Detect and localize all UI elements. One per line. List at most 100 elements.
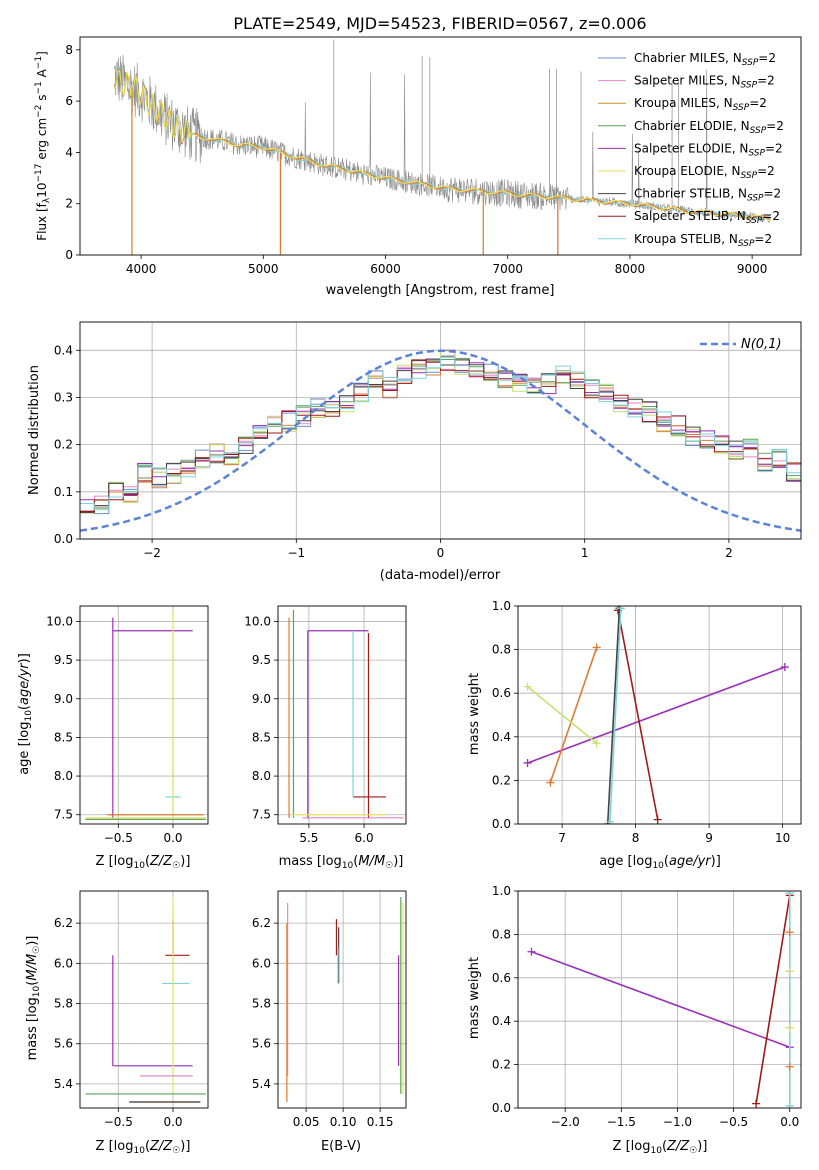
plus-marker — [785, 1062, 794, 1071]
plus-marker — [616, 606, 625, 613]
histogram-step-line — [80, 356, 801, 511]
y-tick-label: 0.1 — [54, 485, 73, 499]
massweight-vs-age-panel: 7 8 9 10 0.0 0.2 0.4 0.6 0.8 1.0 — [492, 599, 802, 845]
plus-marker — [523, 758, 532, 767]
legend-subscript: SSP — [748, 148, 765, 158]
mass-weight-line — [609, 608, 622, 822]
axes-frame: 4000 5000 6000 7000 8000 9000 0 2 4 6 8 — [65, 36, 802, 276]
y-tick-label: 6.0 — [54, 956, 73, 970]
x-tick-label: 4000 — [126, 262, 157, 276]
legend-series-name: Salpeter STELIB, N — [634, 209, 746, 223]
histogram-step-line — [80, 356, 801, 514]
y-tick-label: 10.0 — [46, 614, 73, 628]
mass-weight-line — [527, 666, 786, 764]
spectrum-ylabel: Flux [fλ10−17 erg cm−2 s−1 A−1] — [34, 51, 52, 241]
legend-label: Chabrier ELODIE, NSSP=2 — [634, 119, 784, 136]
y-tick-label: 0.0 — [492, 817, 511, 831]
y-tick-label: 5.8 — [54, 997, 73, 1011]
y-tick-label: 6.0 — [252, 956, 271, 970]
legend-series-name: Kroupa STELIB, N — [634, 232, 738, 246]
plot-marks — [113, 39, 771, 255]
y-tick-label: 0.6 — [492, 971, 511, 985]
mass-weight-line — [549, 647, 598, 783]
y-tick-label: 8.0 — [54, 769, 73, 783]
legend-label: Kroupa ELODIE, NSSP=2 — [634, 164, 775, 181]
legend-suffix: =2 — [757, 164, 775, 178]
y-tick-label: 0.4 — [54, 343, 73, 357]
grid — [278, 606, 406, 824]
plot-marks — [85, 897, 206, 1103]
axes-border — [79, 605, 209, 825]
data-spectrum-line — [113, 54, 771, 224]
plot-marks — [286, 897, 404, 1102]
legend-suffix: =2 — [764, 187, 782, 201]
y-tick-label: 8 — [65, 43, 73, 57]
histogram-step-line — [80, 355, 801, 515]
y-tick-label: 0.2 — [492, 1058, 511, 1072]
y-tick-label: 0.0 — [54, 532, 73, 546]
massweight-vs-Z-xlabel: Z [log10(Z/Z☉)] — [613, 1139, 708, 1156]
y-tick-label: 0.2 — [54, 438, 73, 452]
x-tick-label: 10 — [775, 831, 790, 845]
y-tick-label: 0.2 — [492, 773, 511, 787]
mass-vs-EBV-panel: 0.05 0.10 0.15 5.4 5.6 5.8 6.0 6.2 — [252, 890, 407, 1129]
massweight-vs-age-xlabel: age [log10(age/yr)] — [599, 854, 721, 871]
legend-label: Salpeter ELODIE, NSSP=2 — [634, 141, 783, 158]
x-tick-label: 5.5 — [299, 831, 318, 845]
plus-marker — [527, 947, 536, 956]
residual-plot-area: −2 −1 0 1 2 0.0 0.1 0.2 0.3 0.4 — [54, 321, 802, 560]
axes-border — [79, 321, 802, 540]
y-tick-label: 1.0 — [492, 884, 511, 898]
plus-marker — [653, 815, 662, 824]
y-tick-label: 0.4 — [492, 1014, 511, 1028]
axes-border — [517, 605, 802, 825]
plus-marker — [785, 928, 794, 937]
mass-vs-Z-panel: −0.5 0.0 5.4 5.6 5.8 6.0 6.2 — [54, 890, 209, 1129]
spectrum-title: PLATE=2549, MJD=54523, FIBERID=0567, z=0… — [233, 14, 646, 33]
y-tick-label: 0 — [65, 248, 73, 262]
residual-legend: N(0,1) — [700, 337, 782, 352]
spectrum-panel: PLATE=2549, MJD=54523, FIBERID=0567, z=0… — [34, 14, 802, 298]
y-tick-label: 1.0 — [492, 599, 511, 613]
y-tick-label: 6.2 — [54, 916, 73, 930]
legend-subscript: SSP — [733, 103, 750, 113]
legend-subscript: SSP — [750, 126, 767, 136]
x-tick-label: −1.5 — [607, 1115, 636, 1129]
x-tick-label: 9000 — [737, 262, 768, 276]
y-tick-label: 9.5 — [54, 653, 73, 667]
plus-marker — [785, 891, 794, 898]
legend-subscript: SSP — [746, 216, 763, 226]
model-spectrum-line — [113, 69, 771, 222]
normal-distribution-curve — [80, 349, 801, 532]
x-tick-label: −0.5 — [104, 831, 133, 845]
age-vs-mass-xlabel: mass [log10(M/M☉)] — [279, 854, 404, 871]
plus-marker — [785, 1023, 794, 1032]
plus-marker — [523, 682, 532, 691]
y-tick-label: 5.6 — [54, 1037, 73, 1051]
y-tick-label: 5.6 — [252, 1037, 271, 1051]
legend-subscript: SSP — [742, 58, 759, 68]
x-tick-label: 1 — [581, 546, 589, 560]
axes-frame: 5.5 6.0 7.5 8.0 8.5 9.0 9.5 10.0 — [244, 605, 407, 845]
mass-weight-line — [617, 610, 659, 820]
normal-legend-label: N(0,1) — [741, 337, 782, 352]
y-tick-label: 5.4 — [252, 1077, 271, 1091]
plus-marker — [785, 1101, 794, 1108]
legend-series-name: Salpeter MILES, N — [634, 74, 741, 88]
x-tick-label: −1 — [287, 546, 305, 560]
histogram-step-line — [80, 358, 801, 513]
y-tick-label: 0.0 — [492, 1101, 511, 1115]
legend-subscript: SSP — [738, 239, 755, 249]
y-tick-label: 10.0 — [244, 614, 271, 628]
legend-suffix: =2 — [766, 119, 784, 133]
y-tick-label: 0.3 — [54, 390, 73, 404]
legend-label: Kroupa MILES, NSSP=2 — [634, 96, 767, 113]
residual-panel: −2 −1 0 1 2 0.0 0.1 0.2 0.3 0.4 (data-model)/erro… — [27, 321, 802, 583]
y-tick-label: 8.5 — [54, 730, 73, 744]
axes-frame: −2 −1 0 1 2 0.0 0.1 0.2 0.3 0.4 — [54, 321, 802, 560]
y-tick-label: 0.6 — [492, 686, 511, 700]
plus-marker — [592, 643, 601, 652]
age-vs-Z-xlabel: Z [log10(Z/Z☉)] — [96, 854, 191, 871]
legend-series-name: Chabrier MILES, N — [634, 51, 742, 65]
legend-label: Chabrier MILES, NSSP=2 — [634, 51, 776, 68]
